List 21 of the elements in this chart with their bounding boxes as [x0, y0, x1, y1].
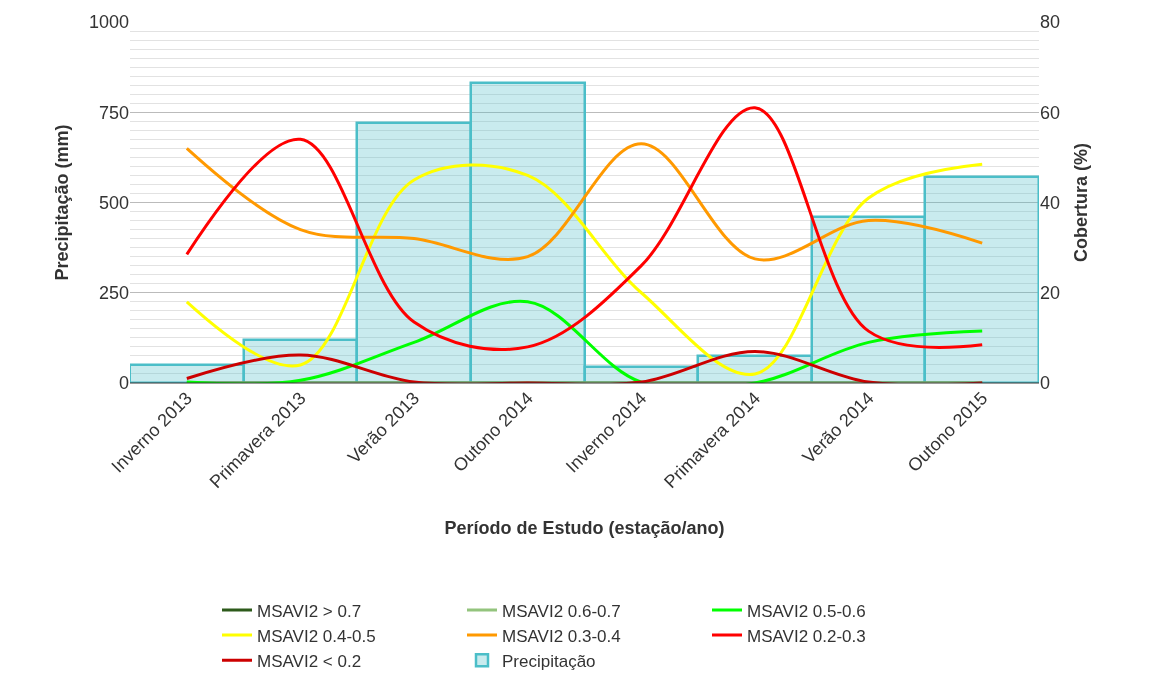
y-tick-label: 0 [118, 373, 129, 394]
y2-tick-label: 60 [1040, 102, 1061, 123]
y2-tick-label: 20 [1040, 283, 1061, 304]
legend-label: MSAVI2 0.4-0.5 [257, 626, 376, 646]
legend-label: MSAVI2 > 0.7 [257, 601, 362, 621]
y2-tick-label: 0 [1040, 373, 1051, 394]
legend-label: Precipitação [502, 651, 596, 671]
y2-axis-title: Cobertura (%) [1071, 142, 1092, 263]
legend-label: MSAVI2 0.6-0.7 [502, 601, 621, 621]
legend-label: MSAVI2 0.3-0.4 [502, 626, 621, 646]
y-axis-title: Precipitação (mm) [52, 124, 73, 281]
y2-tick-label: 80 [1040, 12, 1061, 33]
legend-label: MSAVI2 0.5-0.6 [747, 601, 866, 621]
x-axis-title: Período de Estudo (estação/ano) [444, 518, 725, 539]
legend-label: MSAVI2 < 0.2 [257, 651, 362, 671]
y-tick-label: 500 [98, 192, 129, 213]
y2-tick-label: 40 [1040, 192, 1061, 213]
y-tick-label: 750 [98, 102, 129, 123]
y-tick-label: 250 [98, 283, 129, 304]
y-tick-label: 1000 [88, 12, 129, 33]
legend-label: MSAVI2 0.2-0.3 [747, 626, 866, 646]
